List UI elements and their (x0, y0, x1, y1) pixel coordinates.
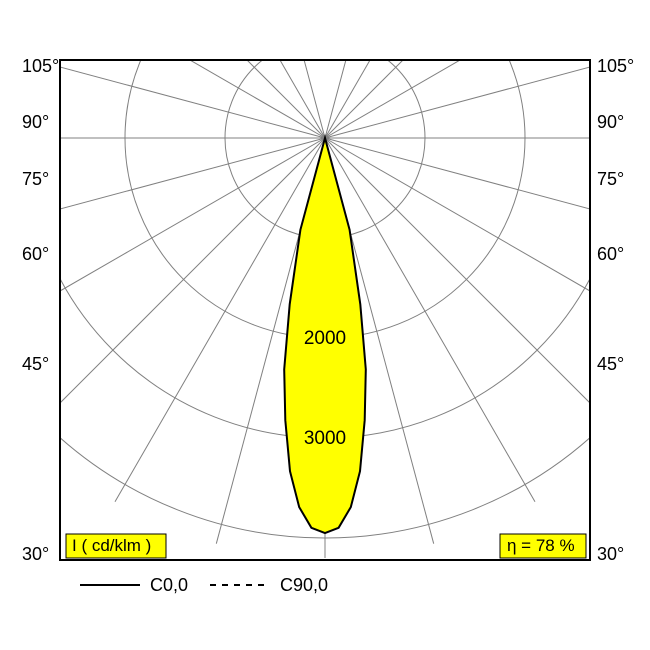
legend-left-text: I ( cd/klm ) (72, 536, 151, 555)
polar-ray (115, 0, 325, 138)
legend-dashed-label: C90,0 (280, 575, 328, 595)
angle-label-right: 75° (597, 169, 624, 189)
angle-label-left: 60° (22, 244, 49, 264)
legend-solid-label: C0,0 (150, 575, 188, 595)
polar-ray (28, 0, 325, 138)
angle-label-left: 105° (22, 56, 59, 76)
angle-label-right: 45° (597, 354, 624, 374)
angle-label-right: 60° (597, 244, 624, 264)
angle-label-left: 75° (22, 169, 49, 189)
angle-label-right: 90° (597, 112, 624, 132)
polar-ray (325, 0, 434, 138)
polar-ray (325, 0, 622, 138)
legend-right-text: η = 78 % (507, 536, 575, 555)
angle-label-right: 30° (597, 544, 624, 564)
ring-label: 3000 (304, 428, 346, 449)
polar-ray (28, 138, 325, 435)
angle-label-left: 30° (22, 544, 49, 564)
polar-ray (325, 138, 650, 247)
angle-label-left: 90° (22, 112, 49, 132)
angle-label-right: 105° (597, 56, 634, 76)
polar-ray (0, 138, 325, 247)
polar-ray (325, 138, 622, 435)
polar-ray (216, 0, 325, 138)
polar-ray (325, 0, 535, 138)
ring-label: 2000 (304, 328, 346, 349)
angle-label-left: 45° (22, 354, 49, 374)
